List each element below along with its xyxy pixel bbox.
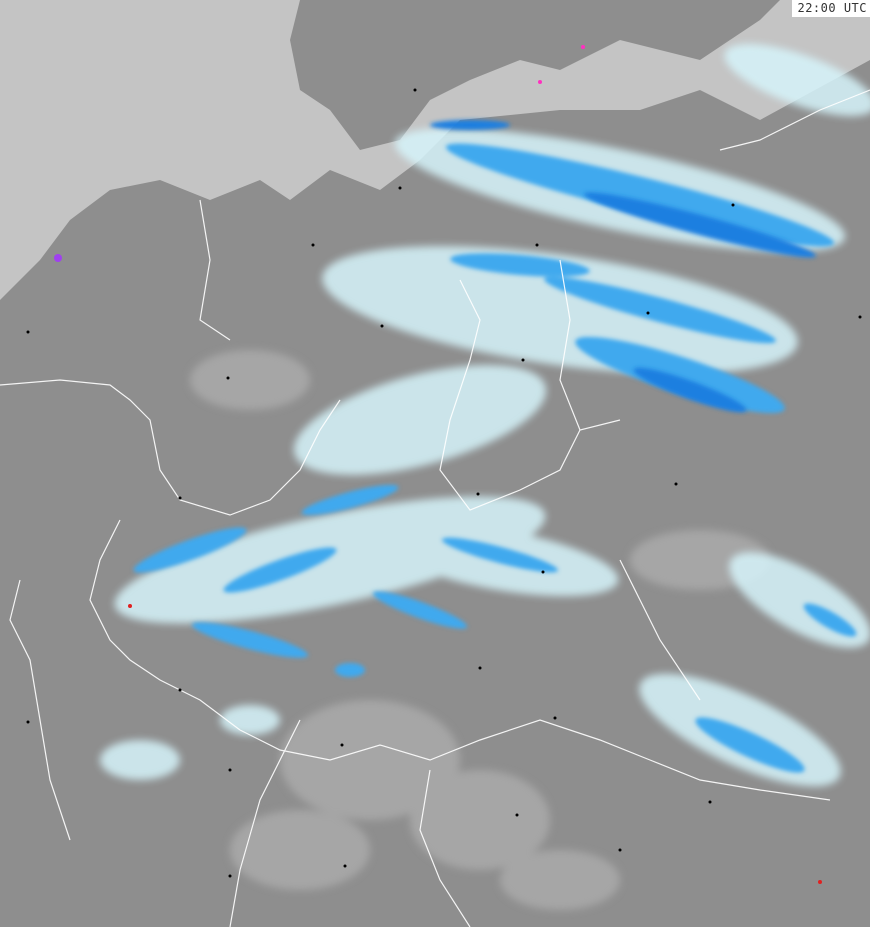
city-markers [26, 88, 862, 878]
highland-areas [190, 350, 770, 910]
heavy-precipitation [430, 120, 816, 413]
moderate-precipitation [133, 143, 857, 773]
intense-precip-cells [54, 45, 822, 884]
country-borders [0, 89, 870, 927]
sea-area [0, 0, 870, 300]
timestamp-label: 22:00 UTC [792, 0, 870, 17]
